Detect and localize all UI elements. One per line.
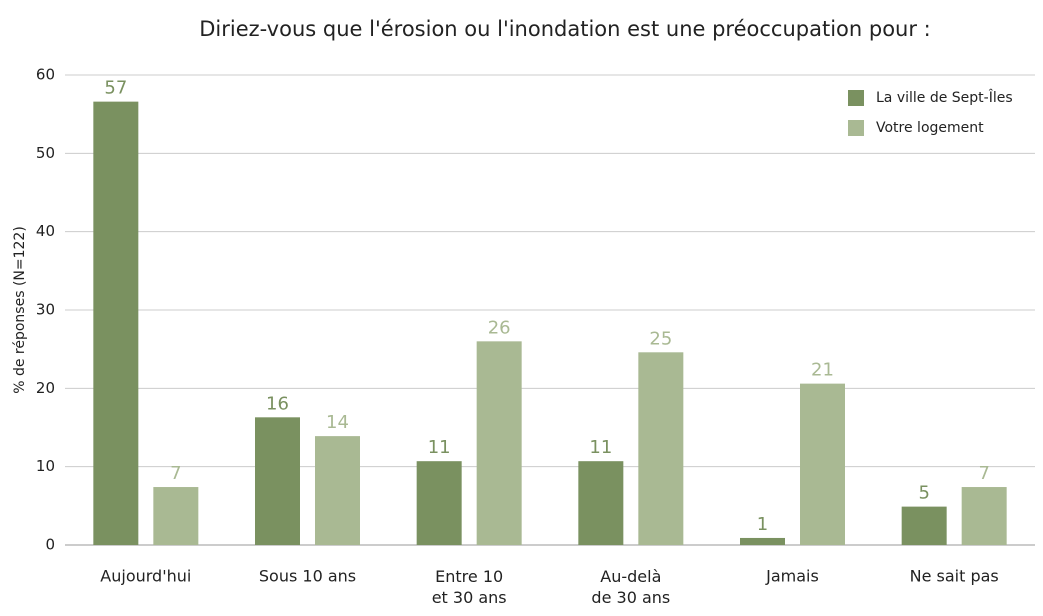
x-tick-label: Entre 10 et 30 ans [432,567,507,607]
bar [255,417,300,545]
x-tick-label: Au-delà de 30 ans [591,567,670,607]
y-tick-label: 0 [45,536,55,554]
data-label: 5 [918,483,929,504]
legend-swatch [848,120,864,136]
bar [153,487,199,545]
data-label: 7 [978,463,989,484]
y-tick-label: 40 [36,222,55,240]
data-label: 16 [266,393,289,414]
data-label: 7 [170,463,181,484]
data-label: 1 [757,514,768,535]
data-label: 14 [326,412,349,433]
bar [315,436,360,545]
x-tick-label: Ne sait pas [910,567,999,586]
bar [740,537,785,545]
y-tick-label: 50 [36,144,55,162]
y-axis-label: % de réponses (N=122) [12,226,28,394]
bar [578,461,624,545]
legend-swatch [848,90,864,106]
legend-label: La ville de Sept-Îles [876,88,1013,106]
bar [476,341,522,545]
data-label: 11 [589,437,612,458]
chart-title: Diriez-vous que l'érosion ou l'inondatio… [199,17,931,41]
bar [901,506,947,545]
y-tick-label: 30 [36,301,55,319]
bar [93,101,139,545]
bar [800,383,845,545]
bar [961,487,1007,545]
bar [638,352,684,545]
x-tick-label: Jamais [765,567,819,586]
y-tick-label: 10 [36,457,55,475]
data-label: 21 [811,360,834,381]
bar [416,461,462,545]
y-tick-label: 60 [36,66,55,84]
x-tick-label: Aujourd'hui [100,567,191,586]
data-label: 11 [428,437,451,458]
y-tick-label: 20 [36,379,55,397]
data-label: 26 [488,317,511,338]
data-label: 25 [649,328,672,349]
legend-label: Votre logement [876,120,984,136]
x-tick-label: Sous 10 ans [259,567,356,586]
data-label: 57 [104,78,127,99]
